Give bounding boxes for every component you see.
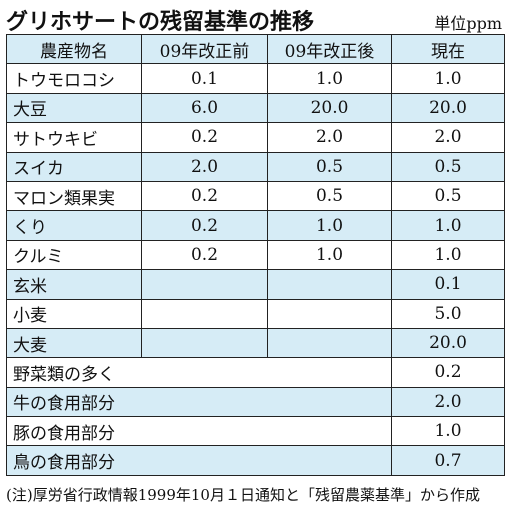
- value-before: 0.2: [141, 180, 268, 212]
- table-row: 牛の食用部分 2.0: [6, 386, 505, 418]
- crop-name: 大麦: [6, 327, 142, 359]
- crop-name: トウモロコシ: [6, 63, 142, 94]
- value-current: 2.0: [391, 386, 505, 418]
- value-before: [141, 298, 268, 329]
- value-after: [267, 269, 392, 300]
- crop-name: 豚の食用部分: [6, 416, 392, 447]
- table-row: 鳥の食用部分 0.7: [6, 445, 505, 476]
- unit-label: 単位ppm: [434, 14, 502, 33]
- table-row: 野菜類の多く 0.2: [6, 357, 505, 388]
- value-current: 1.0: [391, 416, 505, 447]
- crop-name: クルミ: [6, 239, 142, 271]
- table-row: くり 0.2 1.0 1.0: [6, 210, 505, 241]
- value-after: 2.0: [267, 122, 392, 153]
- value-current: 0.5: [391, 180, 505, 212]
- value-current: 0.1: [391, 269, 505, 300]
- value-current: 0.2: [391, 357, 505, 388]
- crop-name: スイカ: [6, 151, 142, 182]
- source-note: (注)厚労省行政情報1999年10月１日通知と「残留農薬基準」から作成: [6, 486, 480, 504]
- table-row: 小麦 5.0: [6, 298, 505, 329]
- value-before: [141, 269, 268, 300]
- table-header-row: 農産物名 09年改正前 09年改正後 現在: [6, 33, 505, 65]
- header-current: 現在: [391, 33, 505, 65]
- value-current: 20.0: [391, 327, 505, 359]
- crop-name: 牛の食用部分: [6, 386, 392, 418]
- page-title: グリホサートの残留基準の推移: [6, 10, 315, 35]
- crop-name: 大豆: [6, 92, 142, 124]
- table-row: クルミ 0.2 1.0 1.0: [6, 239, 505, 271]
- table-row: サトウキビ 0.2 2.0 2.0: [6, 122, 505, 153]
- value-after: 1.0: [267, 210, 392, 241]
- table-row: 大麦 20.0: [6, 327, 505, 359]
- value-current: 1.0: [391, 239, 505, 271]
- value-after: [267, 298, 392, 329]
- value-before: 0.2: [141, 239, 268, 271]
- value-before: 6.0: [141, 92, 268, 124]
- crop-name: 鳥の食用部分: [6, 445, 392, 476]
- crop-name: くり: [6, 210, 142, 241]
- table-row: トウモロコシ 0.1 1.0 1.0: [6, 63, 505, 94]
- value-after: 1.0: [267, 239, 392, 271]
- value-current: 20.0: [391, 92, 505, 124]
- value-after: [267, 327, 392, 359]
- table-row: 豚の食用部分 1.0: [6, 416, 505, 447]
- header-crop-name: 農産物名: [6, 33, 142, 65]
- crop-name: 小麦: [6, 298, 142, 329]
- value-after: 20.0: [267, 92, 392, 124]
- value-before: [141, 327, 268, 359]
- value-after: 1.0: [267, 63, 392, 94]
- crop-name: サトウキビ: [6, 122, 142, 153]
- value-before: 0.1: [141, 63, 268, 94]
- crop-name: 玄米: [6, 269, 142, 300]
- value-after: 0.5: [267, 151, 392, 182]
- value-current: 2.0: [391, 122, 505, 153]
- value-current: 0.7: [391, 445, 505, 476]
- value-after: 0.5: [267, 180, 392, 212]
- crop-name: マロン類果実: [6, 180, 142, 212]
- table-row: 大豆 6.0 20.0 20.0: [6, 92, 505, 124]
- value-current: 0.5: [391, 151, 505, 182]
- value-current: 1.0: [391, 210, 505, 241]
- value-before: 0.2: [141, 210, 268, 241]
- value-before: 2.0: [141, 151, 268, 182]
- header-before-2009: 09年改正前: [141, 33, 268, 65]
- table-row: マロン類果実 0.2 0.5 0.5: [6, 180, 505, 212]
- value-before: 0.2: [141, 122, 268, 153]
- table-row: 玄米 0.1: [6, 269, 505, 300]
- residue-standards-table: 農産物名 09年改正前 09年改正後 現在 トウモロコシ 0.1 1.0 1.0…: [6, 33, 505, 476]
- value-current: 1.0: [391, 63, 505, 94]
- crop-name: 野菜類の多く: [6, 357, 392, 388]
- table-row: スイカ 2.0 0.5 0.5: [6, 151, 505, 182]
- header-after-2009: 09年改正後: [267, 33, 392, 65]
- value-current: 5.0: [391, 298, 505, 329]
